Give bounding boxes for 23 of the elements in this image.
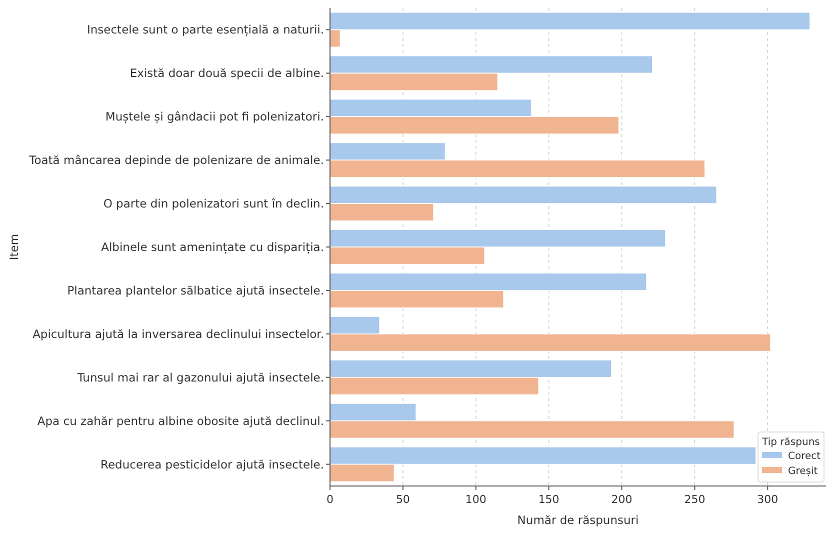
y-tick-label: Apa cu zahăr pentru albine obosite ajută declinul.	[37, 414, 324, 428]
y-tick-label: Muștele și gândacii pot fi polenizatori.	[105, 110, 324, 124]
y-tick-label: O parte din polenizatori sunt în declin.	[103, 196, 324, 211]
y-axis-title: Item	[7, 234, 21, 260]
x-tick-label: 200	[611, 493, 632, 506]
x-tick-label: 50	[396, 493, 410, 506]
y-tick-label: Reducerea pesticidelor ajută insectele.	[100, 457, 324, 472]
y-tick-label: Există doar două specii de albine.	[130, 66, 324, 80]
y-tick-label: Insectele sunt o parte esențială a naturii.	[86, 22, 324, 37]
x-axis-title: Număr de răspunsuri	[517, 513, 639, 527]
x-tick-label: 300	[757, 493, 778, 506]
y-tick-label: Plantarea plantelor sălbatice ajută insectele.	[67, 283, 324, 298]
x-tick-label: 0	[326, 493, 334, 506]
legend-label: Greșit	[788, 466, 818, 477]
legend-label: Corect	[788, 451, 821, 462]
legend-title: Tip răspuns	[761, 437, 820, 448]
x-tick-label: 150	[538, 493, 560, 506]
y-tick-label: Tunsul mai rar al gazonului ajută insectele.	[76, 370, 324, 384]
y-tick-label: Albinele sunt amenințate cu dispariția.	[101, 240, 324, 254]
x-tick-label: 250	[684, 493, 706, 506]
y-tick-label: Toată mâncarea depinde de polenizare de animale.	[28, 153, 324, 168]
y-tick-label: Apicultura ajută la inversarea declinului insectelor.	[32, 326, 324, 341]
x-tick-label: 100	[465, 493, 486, 506]
